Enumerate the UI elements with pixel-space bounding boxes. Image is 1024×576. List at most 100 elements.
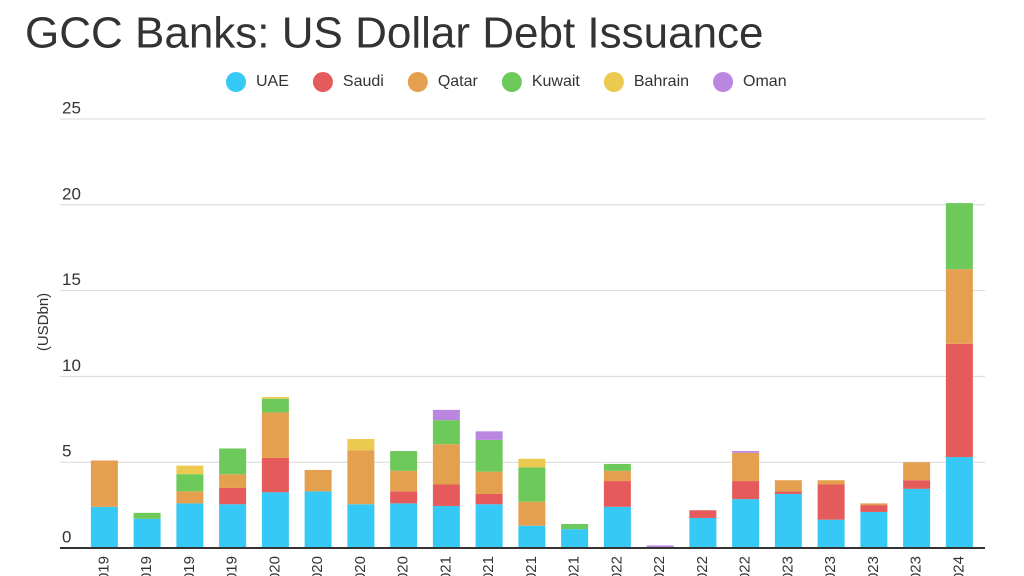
- x-tick-label: 022: [651, 556, 668, 576]
- bar-segment: [518, 501, 546, 526]
- bar-segment: [176, 474, 204, 492]
- bar-segment: [304, 491, 332, 548]
- bar-segment: [689, 510, 717, 518]
- bar-segment: [219, 474, 247, 488]
- x-tick-label: 020: [266, 556, 283, 576]
- bar-segment: [432, 444, 460, 485]
- bar-segment: [219, 504, 247, 548]
- y-tick-label: 15: [62, 270, 81, 289]
- bar-segment: [475, 439, 503, 472]
- bar-segment: [603, 481, 631, 507]
- bar-segment: [390, 491, 418, 504]
- x-tick-label: 022: [694, 556, 711, 576]
- bar-segment: [860, 503, 888, 506]
- bar-segment: [475, 493, 503, 505]
- bar-segment: [603, 470, 631, 482]
- bar-segment: [732, 452, 760, 482]
- x-tick-label: 019: [224, 556, 241, 576]
- bar-segment: [774, 493, 802, 548]
- bar-segment: [603, 506, 631, 548]
- x-tick-label: 021: [437, 556, 454, 576]
- x-tick-label: 024: [950, 556, 967, 576]
- bar-segment: [646, 545, 674, 548]
- bar-segment: [176, 465, 204, 475]
- bar-segment: [732, 451, 760, 453]
- y-tick-label: 20: [62, 184, 81, 203]
- bar-segment: [774, 491, 802, 494]
- x-tick-label: 021: [480, 556, 497, 576]
- y-tick-label: 0: [62, 527, 71, 546]
- legend-label: UAE: [256, 73, 289, 90]
- y-tick-label: 25: [62, 98, 81, 117]
- x-tick-label: 023: [865, 556, 882, 576]
- bar-segment: [261, 398, 289, 413]
- bar-segment: [518, 525, 546, 548]
- x-tick-label: 023: [779, 556, 796, 576]
- bar-segment: [860, 511, 888, 548]
- bar-segment: [390, 470, 418, 492]
- bar-segment: [817, 484, 845, 520]
- x-tick-label: 023: [822, 556, 839, 576]
- bar-segment: [475, 471, 503, 494]
- bar-segment: [176, 491, 204, 504]
- bar-segment: [432, 505, 460, 548]
- x-tick-label: 020: [309, 556, 326, 576]
- legend-swatch: [312, 72, 333, 92]
- bar-segment: [603, 463, 631, 471]
- legend-label: Bahrain: [634, 73, 689, 90]
- bar-segment: [219, 487, 247, 505]
- bar-segment: [261, 396, 289, 399]
- bar-segment: [518, 458, 546, 468]
- bar-segment: [304, 469, 332, 492]
- bar-segment: [689, 517, 717, 548]
- bar-segment: [390, 451, 418, 471]
- bar-segment: [732, 499, 760, 548]
- legend-label: Qatar: [438, 73, 479, 90]
- bar-segment: [432, 420, 460, 445]
- bar-segment: [817, 480, 845, 485]
- x-tick-label: 020: [352, 556, 369, 576]
- legend-swatch: [713, 72, 734, 92]
- bar-segment: [347, 450, 375, 505]
- x-tick-label: 022: [608, 556, 625, 576]
- bar-segment: [945, 203, 973, 270]
- bar-segment: [347, 439, 375, 451]
- x-tick-label: 021: [523, 556, 540, 576]
- bar-segment: [945, 269, 973, 344]
- bar-segment: [561, 523, 589, 530]
- bar-segment: [518, 467, 546, 502]
- bar-segment: [432, 409, 460, 421]
- bar-segment: [475, 431, 503, 440]
- bar-segment: [432, 484, 460, 506]
- bar-segment: [945, 343, 973, 458]
- bar-segment: [561, 529, 589, 548]
- x-tick-label: 019: [181, 556, 198, 576]
- bar-segment: [945, 457, 973, 548]
- legend-swatch: [603, 72, 624, 92]
- bar-segment: [475, 504, 503, 548]
- bar-segment: [347, 504, 375, 548]
- bar-segment: [817, 519, 845, 548]
- legend-label: Saudi: [343, 73, 384, 90]
- y-tick-label: 10: [62, 356, 81, 375]
- bar-segment: [90, 460, 118, 507]
- bar-segment: [903, 480, 931, 489]
- y-tick-label: 5: [62, 442, 71, 461]
- legend-swatch: [226, 72, 246, 92]
- x-tick-label: 022: [737, 556, 754, 576]
- x-tick-label: 020: [395, 556, 412, 576]
- bar-segment: [133, 512, 161, 519]
- legend-swatch: [501, 72, 522, 92]
- x-tick-label: 019: [138, 556, 155, 576]
- legend-label: Oman: [743, 73, 787, 90]
- bar-segment: [176, 503, 204, 548]
- y-axis-label: (USDbn): [35, 293, 52, 351]
- x-tick-label: 023: [908, 556, 925, 576]
- bar-segment: [903, 462, 931, 481]
- bar-segment: [860, 505, 888, 512]
- bar-segment: [903, 488, 931, 548]
- bar-segment: [261, 412, 289, 458]
- bar-segment: [774, 480, 802, 492]
